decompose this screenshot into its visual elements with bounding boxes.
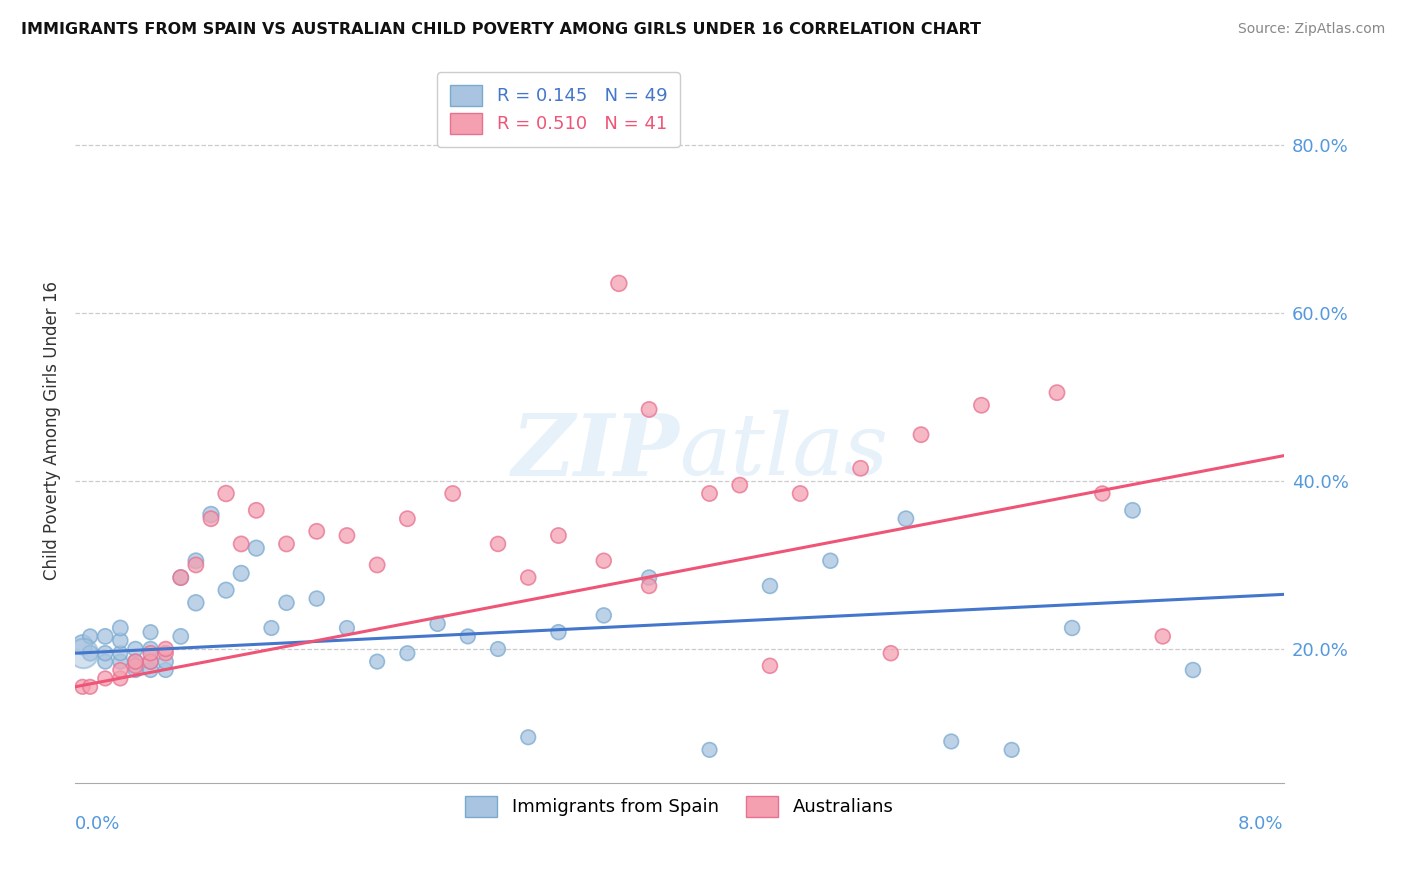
Point (759, 658, 782, 673)
Point (110, 633, 132, 648)
Point (139, 625, 162, 640)
Point (880, 646, 903, 660)
Point (638, 402, 661, 417)
Point (849, 461, 872, 475)
Point (441, 486, 464, 500)
Point (1062, 621, 1084, 635)
Point (638, 570, 661, 584)
Point (215, 583, 238, 598)
Point (547, 528, 569, 542)
Legend: Immigrants from Spain, Australians: Immigrants from Spain, Australians (458, 789, 901, 824)
Point (170, 570, 193, 584)
Point (110, 655, 132, 669)
Point (124, 655, 146, 669)
Point (155, 663, 177, 677)
Point (215, 486, 238, 500)
Point (1152, 629, 1174, 643)
Text: 8.0%: 8.0% (1239, 815, 1284, 833)
Point (305, 524, 328, 539)
Point (139, 655, 162, 669)
Point (607, 277, 630, 291)
Point (124, 658, 146, 673)
Point (79, 680, 101, 694)
Text: IMMIGRANTS FROM SPAIN VS AUSTRALIAN CHILD POVERTY AMONG GIRLS UNDER 16 CORRELATI: IMMIGRANTS FROM SPAIN VS AUSTRALIAN CHIL… (21, 22, 981, 37)
Point (941, 734, 963, 748)
Point (276, 537, 298, 551)
Point (184, 558, 207, 572)
Point (139, 655, 162, 669)
Point (260, 621, 283, 635)
Point (200, 512, 222, 526)
Point (486, 537, 509, 551)
Point (336, 621, 359, 635)
Point (155, 642, 177, 657)
Point (517, 570, 540, 584)
Point (336, 528, 359, 542)
Point (759, 579, 782, 593)
Point (1181, 663, 1204, 677)
Point (1091, 486, 1114, 500)
Point (820, 554, 842, 568)
Point (231, 537, 253, 551)
Point (276, 596, 298, 610)
Text: 0.0%: 0.0% (75, 815, 121, 833)
Text: atlas: atlas (679, 410, 889, 493)
Point (231, 566, 253, 581)
Text: Source: ZipAtlas.com: Source: ZipAtlas.com (1237, 22, 1385, 37)
Point (184, 554, 207, 568)
Point (426, 616, 449, 631)
Point (728, 478, 751, 492)
Point (894, 512, 917, 526)
Point (396, 646, 419, 660)
Point (72, 680, 94, 694)
Point (638, 579, 661, 593)
Point (1001, 743, 1024, 757)
Point (547, 625, 569, 640)
Point (170, 629, 193, 643)
Point (699, 486, 721, 500)
Point (110, 646, 132, 660)
Point (72, 646, 94, 660)
Point (110, 621, 132, 635)
Point (94, 629, 117, 643)
Point (139, 663, 162, 677)
Point (592, 608, 614, 623)
Text: ZIP: ZIP (512, 410, 679, 493)
Point (789, 486, 811, 500)
Point (184, 596, 207, 610)
Point (592, 554, 614, 568)
Point (245, 541, 267, 556)
Point (79, 629, 101, 643)
Point (124, 655, 146, 669)
Point (94, 646, 117, 660)
Point (110, 672, 132, 686)
Point (139, 646, 162, 660)
Point (396, 512, 419, 526)
Point (124, 642, 146, 657)
Point (200, 508, 222, 522)
Point (910, 427, 932, 442)
Point (970, 398, 993, 412)
Point (170, 570, 193, 584)
Point (457, 629, 479, 643)
Point (486, 642, 509, 657)
Point (139, 642, 162, 657)
Point (155, 655, 177, 669)
Point (1122, 503, 1144, 517)
Point (79, 646, 101, 660)
Point (305, 591, 328, 606)
Point (110, 663, 132, 677)
Point (366, 558, 388, 572)
Point (155, 646, 177, 660)
Point (699, 743, 721, 757)
Point (517, 731, 540, 745)
Point (245, 503, 267, 517)
Point (72, 638, 94, 652)
Point (94, 672, 117, 686)
Point (94, 655, 117, 669)
Point (366, 655, 388, 669)
Y-axis label: Child Poverty Among Girls Under 16: Child Poverty Among Girls Under 16 (44, 281, 60, 580)
Point (1046, 385, 1069, 400)
Point (124, 663, 146, 677)
